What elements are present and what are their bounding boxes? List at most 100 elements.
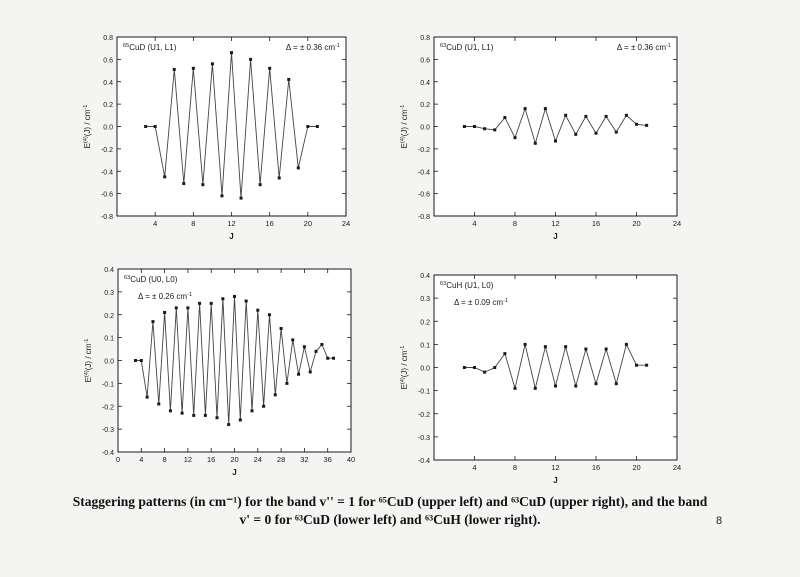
caption-line-1: Staggering patterns (in cm⁻¹) for the ba… — [72, 494, 708, 509]
data-point — [209, 301, 213, 305]
data-point — [133, 359, 137, 362]
data-point — [493, 128, 497, 132]
data-point — [564, 113, 568, 117]
y-axis-label: E(4)(J) / cm-1 — [84, 339, 93, 383]
data-point — [201, 183, 205, 187]
delta-annotation: Δ = ± 0.09 cm-1 — [454, 298, 508, 307]
data-point — [163, 310, 167, 314]
data-point — [267, 313, 271, 317]
data-point — [262, 404, 266, 408]
y-tick-label: 0.4 — [103, 80, 113, 87]
data-point — [483, 127, 487, 131]
data-point — [584, 347, 588, 351]
data-point — [594, 131, 598, 135]
x-axis-label: J — [232, 468, 236, 477]
data-point — [157, 402, 161, 406]
y-tick-label: 0.2 — [104, 313, 114, 320]
data-point — [233, 294, 236, 298]
data-point — [645, 123, 649, 127]
x-axis-label: J — [553, 476, 557, 485]
data-point — [302, 345, 306, 349]
data-point — [604, 114, 608, 118]
data-point — [503, 352, 507, 356]
data-point — [635, 122, 638, 126]
data-point — [635, 363, 638, 367]
data-point — [462, 366, 466, 369]
y-tick-label: 0.2 — [420, 319, 430, 326]
data-point — [473, 125, 476, 128]
data-point — [523, 342, 527, 346]
data-point — [306, 125, 310, 128]
data-point — [297, 372, 301, 376]
data-point — [554, 384, 557, 388]
data-point — [144, 125, 148, 128]
data-point — [198, 301, 202, 305]
series-label: 63CuD (U0, L0) — [124, 275, 178, 284]
data-point — [163, 175, 167, 179]
y-tick-label: -0.8 — [418, 214, 430, 221]
y-tick-label: 0.8 — [103, 35, 113, 42]
y-tick-label: 0.2 — [420, 102, 430, 109]
delta-annotation: Δ = ± 0.36 cm-1 — [286, 43, 340, 52]
data-point — [287, 78, 291, 82]
y-axis-label: E(4)(J) / cm-1 — [400, 105, 409, 149]
series-label: 63CuD (U1, L1) — [440, 43, 494, 52]
page-number: 8 — [716, 515, 723, 527]
data-point — [192, 413, 196, 417]
data-point — [182, 182, 186, 186]
x-tick-label: 32 — [300, 455, 308, 464]
y-tick-label: -0.1 — [418, 389, 430, 396]
data-point — [314, 349, 318, 353]
y-tick-label: -0.2 — [102, 404, 114, 411]
data-point — [139, 359, 143, 362]
y-tick-label: -0.3 — [418, 435, 430, 442]
y-tick-label: -0.1 — [102, 381, 114, 388]
y-tick-label: -0.3 — [102, 427, 114, 434]
y-tick-label: 0.4 — [104, 267, 114, 274]
data-point — [320, 342, 324, 346]
x-tick-label: 16 — [265, 219, 273, 228]
data-point — [624, 113, 628, 117]
data-point — [554, 139, 557, 143]
x-tick-label: 24 — [673, 463, 681, 472]
chart-panel-4: -0.4 -0.3 -0.2 -0.1 0.0 0.1 0.2 0.3 0.4 4 8 12 16 20 2… — [400, 273, 681, 485]
data-point — [215, 416, 219, 420]
data-point — [249, 57, 253, 61]
caption-line-2: v' = 0 for ⁶³CuD (lower left) and ⁶³CuH … — [239, 512, 541, 527]
x-tick-label: 24 — [673, 219, 681, 228]
y-tick-label: -0.4 — [418, 458, 430, 465]
data-point — [230, 51, 233, 55]
series-label: 63CuH (U1, L0) — [440, 281, 494, 290]
y-tick-label: -0.2 — [418, 147, 430, 154]
y-tick-label: -0.4 — [418, 169, 430, 176]
y-tick-label: -0.6 — [101, 192, 113, 199]
data-point — [624, 342, 628, 346]
data-point — [191, 66, 195, 70]
y-tick-label: 0.3 — [104, 290, 114, 297]
data-point — [239, 196, 243, 200]
x-tick-label: 12 — [227, 219, 235, 228]
x-tick-label: 12 — [551, 219, 559, 228]
data-point — [594, 382, 598, 386]
y-tick-label: 0.1 — [104, 336, 114, 343]
data-point — [462, 125, 466, 128]
data-point — [543, 345, 547, 349]
x-tick-label: 16 — [592, 463, 600, 472]
data-point — [238, 418, 242, 422]
data-point — [473, 366, 476, 369]
y-tick-label: 0.0 — [420, 366, 430, 373]
y-tick-label: 0.6 — [103, 57, 113, 64]
x-tick-label: 12 — [551, 463, 559, 472]
data-point — [513, 136, 517, 140]
series-label: 65CuD (U1, L1) — [123, 43, 177, 52]
x-tick-label: 40 — [347, 455, 355, 464]
x-tick-label: 8 — [191, 219, 195, 228]
data-point — [168, 409, 172, 413]
data-point — [250, 409, 254, 413]
data-point — [296, 166, 300, 170]
y-tick-label: -0.4 — [101, 169, 113, 176]
chart-panel-1: -0.8 -0.6 -0.4 -0.2 0.0 0.2 0.4 0.6 0.8 4 8 12 16 20 2… — [83, 35, 350, 241]
data-point — [503, 116, 507, 120]
x-tick-label: 12 — [184, 455, 192, 464]
data-point — [227, 423, 231, 427]
